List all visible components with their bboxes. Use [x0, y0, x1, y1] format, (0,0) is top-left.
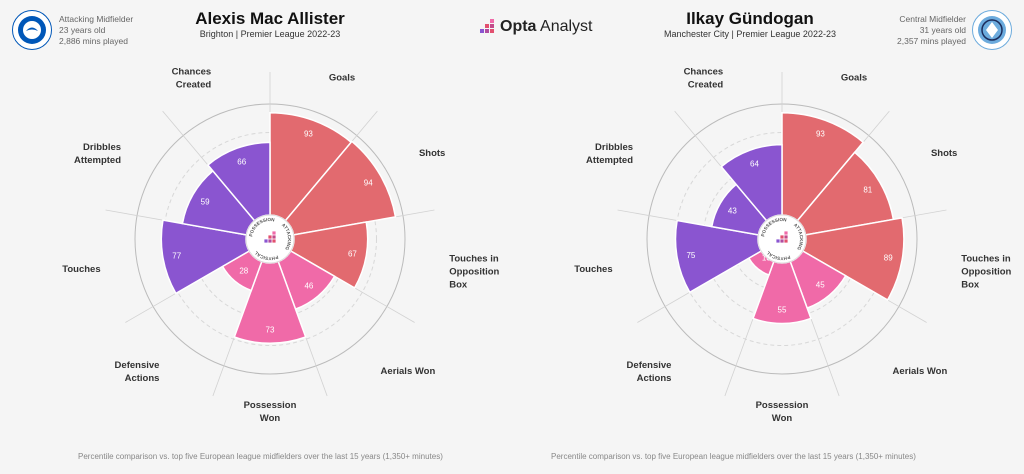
category-label: Touches in Opposition Box	[449, 254, 499, 291]
right-player-info: Central Midfielder 31 years old 2,357 mi…	[897, 14, 966, 47]
hub-logo-square	[780, 235, 784, 239]
left-player-name: Alexis Mac Allister	[195, 9, 345, 28]
value-label: 45	[816, 281, 825, 290]
left-player-info: Attacking Midfielder 23 years old 2,886 …	[59, 14, 133, 47]
hub-logo-square	[780, 239, 784, 243]
category-label: Shots	[419, 148, 445, 159]
hub-logo-square	[268, 239, 272, 243]
right-polar-chart: 93 Goals 81 Shots 89 Touches in Opposition Box 4…	[574, 66, 1011, 424]
value-label: 81	[863, 185, 872, 194]
brand-analyst: Analyst	[540, 18, 593, 35]
hub-logo-square	[784, 235, 788, 239]
right-player-name: Ilkay Gündogan	[686, 9, 814, 28]
left-age: 23 years old	[59, 25, 106, 35]
right-minutes: 2,357 mins played	[897, 36, 966, 46]
value-label: 59	[201, 198, 210, 207]
category-label: Dribbles Attempted	[586, 142, 633, 166]
value-label: 55	[778, 306, 787, 315]
value-label: 75	[686, 251, 695, 260]
brighton-crest-icon	[12, 10, 52, 50]
category-label: Shots	[931, 148, 957, 159]
category-label: Touches	[62, 264, 100, 275]
value-label: 89	[884, 254, 893, 263]
value-label: 67	[348, 250, 357, 259]
right-position: Central Midfielder	[899, 14, 966, 24]
hub-logo-square	[264, 239, 268, 243]
value-label: 46	[304, 281, 313, 290]
man-city-crest-icon	[972, 10, 1012, 50]
category-label: Aerials Won	[893, 366, 948, 377]
category-label: Goals	[841, 72, 867, 83]
right-player-subtitle: Manchester City | Premier League 2022-23	[664, 29, 836, 39]
value-label: 94	[364, 178, 373, 187]
left-minutes: 2,886 mins played	[59, 36, 128, 46]
category-label: Defensive Actions	[115, 360, 160, 384]
hub-logo-square	[272, 231, 276, 235]
opta-logo-icon	[480, 19, 494, 33]
hub-logo-square	[272, 235, 276, 239]
value-label: 93	[304, 129, 313, 138]
hub-logo-square	[272, 239, 276, 243]
value-label: 93	[816, 129, 825, 138]
brand-opta: Opta	[500, 18, 537, 35]
right-age: 31 years old	[919, 25, 966, 35]
category-label: Possession Won	[244, 400, 297, 424]
category-label: Defensive Actions	[627, 360, 672, 384]
category-label: Chances Created	[684, 66, 724, 90]
category-label: Possession Won	[756, 400, 809, 424]
category-label: Aerials Won	[381, 366, 436, 377]
hub-logo-square	[784, 231, 788, 235]
grid-ring	[163, 132, 377, 346]
left-polar-chart: 93 Goals 94 Shots 67 Touches in Opposition Box 4…	[62, 66, 499, 424]
hub-logo-square	[268, 235, 272, 239]
value-label: 43	[728, 206, 737, 215]
hub-logo-square	[776, 239, 780, 243]
category-label: Goals	[329, 72, 355, 83]
category-label: Chances Created	[172, 66, 212, 90]
value-label: 64	[750, 159, 759, 168]
value-label: 13	[762, 254, 771, 263]
left-player-subtitle: Brighton | Premier League 2022-23	[199, 29, 341, 39]
value-label: 77	[172, 251, 181, 260]
value-label: 66	[237, 157, 246, 166]
value-label: 28	[239, 266, 248, 275]
left-position: Attacking Midfielder	[59, 14, 134, 24]
right-footnote: Percentile comparison vs. top five Europ…	[551, 452, 916, 461]
category-label: Touches	[574, 264, 612, 275]
value-label: 73	[266, 325, 275, 334]
left-footnote: Percentile comparison vs. top five Europ…	[78, 452, 443, 461]
hub-logo-square	[784, 239, 788, 243]
category-label: Touches in Opposition Box	[961, 254, 1011, 291]
opta-analyst-logo: Opta Analyst	[478, 18, 592, 36]
category-label: Dribbles Attempted	[74, 142, 121, 166]
